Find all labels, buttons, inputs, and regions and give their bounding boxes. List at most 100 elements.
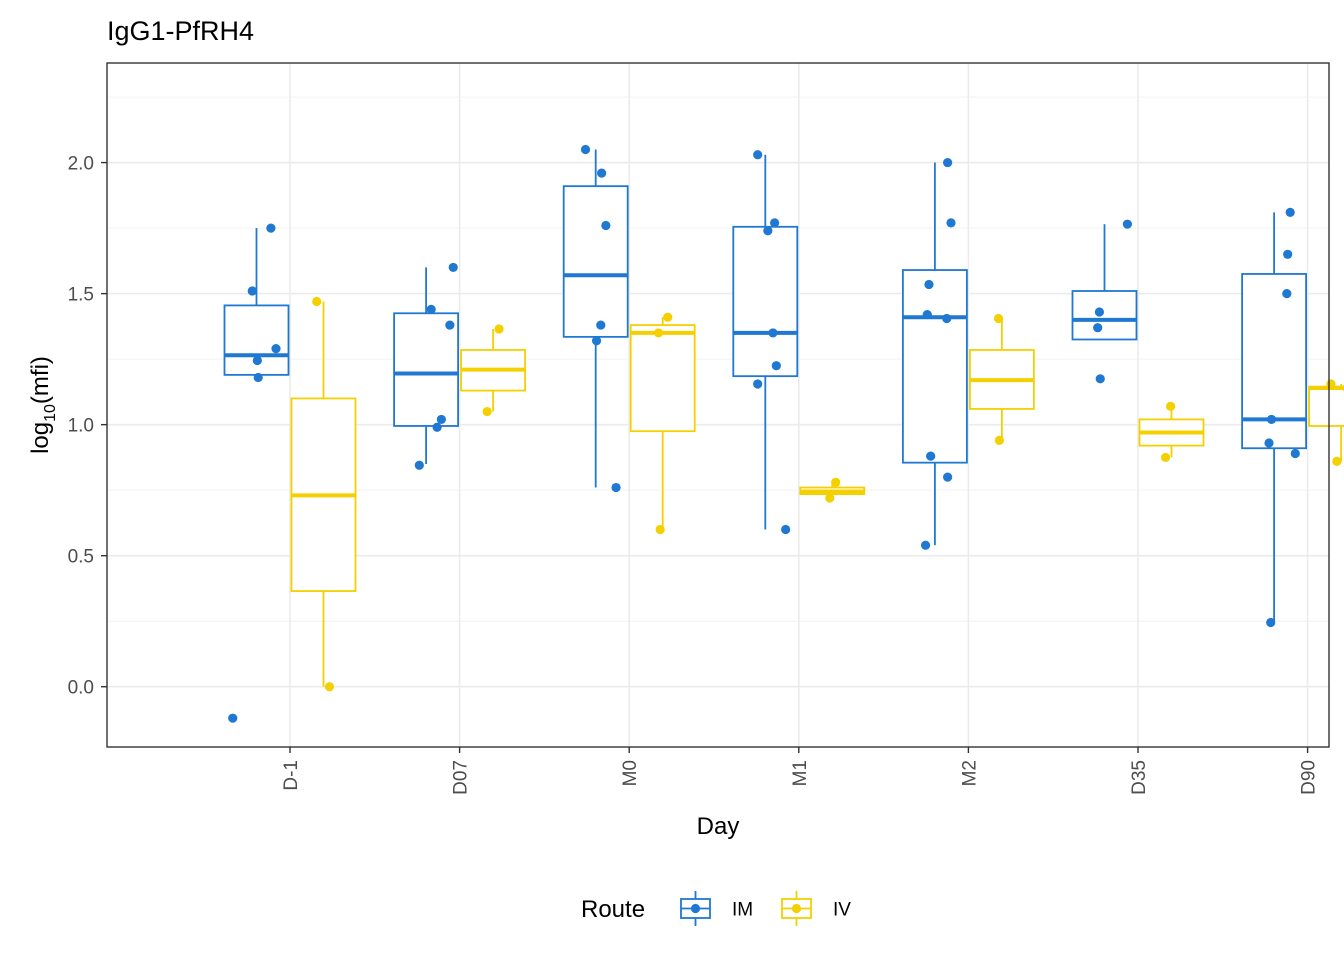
x-tick-label: D35 — [1129, 760, 1150, 795]
point-IM — [1290, 448, 1300, 459]
y-tick-label: 1.0 — [68, 416, 94, 437]
point-IV — [1166, 401, 1176, 411]
x-axis-title: Day — [697, 813, 740, 840]
box-IM-M1 — [732, 154, 799, 530]
y-axis-title: log10(mfi) — [27, 356, 59, 454]
legend-label: IM — [732, 900, 753, 921]
point-IM — [1283, 249, 1293, 259]
box-IV-D35 — [1138, 406, 1205, 458]
box-IV-D90 — [1308, 384, 1344, 462]
box-body — [629, 324, 696, 433]
point-IM — [942, 313, 952, 324]
x-tick-label: M1 — [790, 760, 811, 786]
y-tick-label: 2.0 — [68, 154, 94, 175]
box-body — [562, 185, 629, 338]
point-IM — [253, 372, 263, 383]
y-axis-title-arg: (mfi) — [27, 356, 54, 404]
point-IM — [591, 336, 602, 346]
point-IM — [414, 460, 424, 470]
point-IM — [271, 344, 281, 354]
point-IM — [768, 328, 778, 338]
point-IM — [1285, 207, 1295, 217]
point-IM — [601, 220, 611, 231]
point-IV — [655, 524, 665, 535]
box-body — [732, 225, 799, 378]
point-IM — [922, 309, 932, 320]
y-axis-title-sub: 10 — [42, 404, 59, 422]
x-tick-label: M2 — [959, 760, 980, 786]
x-tick-label: D90 — [1299, 760, 1320, 795]
box-IV-M0 — [629, 317, 696, 530]
box-body — [902, 269, 968, 464]
axes: 0.0 0.5 1.0 1.5 2.0 D-1 D07 M0 M1 M2 D35 D90 — [68, 154, 1320, 795]
point-IM — [943, 472, 953, 482]
point-IM — [920, 540, 931, 550]
point-IV — [312, 296, 322, 307]
point-IM — [596, 320, 606, 330]
point-IV — [825, 493, 835, 503]
point-IV — [1326, 379, 1336, 389]
point-IV — [994, 435, 1004, 445]
point-IM — [770, 218, 780, 228]
legend: Route IM IV — [581, 891, 851, 926]
point-IM — [611, 482, 621, 493]
point-IV — [653, 328, 664, 338]
point-IM — [247, 286, 257, 296]
legend-key-point — [690, 903, 701, 914]
point-IV — [1160, 452, 1171, 463]
point-IM — [763, 226, 773, 236]
box-IV-D07 — [460, 329, 527, 412]
point-IV — [993, 313, 1004, 324]
point-IV — [324, 682, 335, 692]
box-IM-D07 — [393, 267, 460, 464]
point-IV — [494, 324, 504, 334]
x-tick-label: D07 — [451, 760, 472, 795]
point-IM — [448, 262, 458, 273]
x-tick-label: D-1 — [281, 760, 302, 791]
point-IM — [228, 713, 238, 723]
point-IM — [946, 218, 956, 228]
legend-key-point — [791, 903, 802, 914]
chart-title: IgG1-PfRH4 — [107, 16, 254, 46]
point-IV — [482, 406, 492, 417]
point-IM — [597, 168, 607, 178]
panel-border — [106, 62, 1330, 748]
point-IM — [924, 279, 934, 290]
box-body — [1308, 385, 1344, 427]
legend-label: IV — [833, 900, 851, 921]
point-IM — [926, 451, 936, 461]
legend-title: Route — [581, 896, 645, 923]
point-IV — [1332, 456, 1342, 466]
point-IM — [1094, 307, 1105, 317]
y-tick-label: 0.5 — [68, 547, 94, 568]
y-tick-label: 0.0 — [68, 678, 94, 699]
box-body — [1071, 290, 1138, 341]
box-IV-M2 — [969, 318, 1035, 441]
point-IM — [771, 361, 781, 371]
point-IM — [1093, 323, 1103, 333]
point-IM — [943, 157, 953, 168]
point-IM — [1095, 374, 1105, 384]
y-axis-title-base: log — [27, 422, 54, 454]
point-IM — [753, 150, 763, 160]
point-IM — [266, 223, 276, 233]
point-IM — [1122, 219, 1132, 229]
y-tick-label: 1.5 — [68, 285, 94, 306]
point-IM — [445, 320, 455, 330]
grid — [107, 63, 1329, 747]
point-IV — [663, 312, 673, 322]
point-IM — [1266, 414, 1277, 425]
boxes — [223, 149, 1344, 687]
box-IM-D35 — [1071, 224, 1138, 341]
point-IV — [831, 477, 841, 487]
point-IM — [781, 524, 791, 535]
point-IM — [252, 355, 262, 366]
points — [228, 144, 1344, 723]
point-IM — [1264, 438, 1274, 448]
box-IM-M0 — [562, 149, 629, 488]
box-IM-D-1 — [223, 228, 290, 376]
legend-entry-IV: IV — [781, 891, 851, 926]
box-IM-M2 — [902, 162, 968, 546]
